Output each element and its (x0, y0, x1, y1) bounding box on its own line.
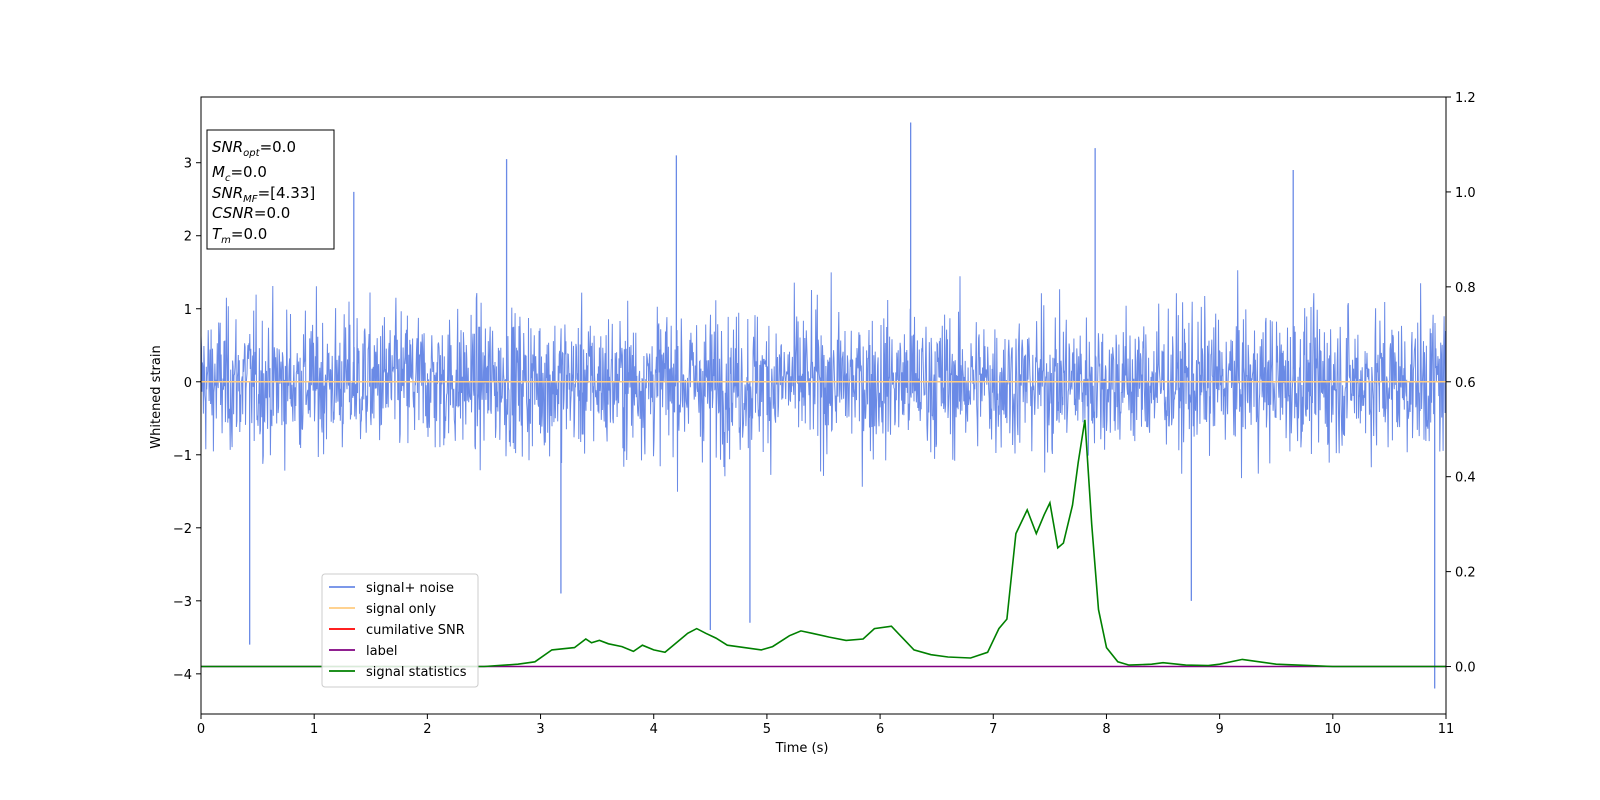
x-axis: 0 1 2 3 4 5 6 7 8 9 10 11 (197, 714, 1454, 737)
y-left-tick-label: 0 (184, 376, 192, 391)
x-tick-label: 7 (989, 722, 997, 737)
x-tick-label: 11 (1438, 722, 1455, 737)
y-axis-right: 1.2 1.0 0.8 0.6 0.4 0.2 0.0 (1446, 91, 1476, 676)
stat-snr-mf: SNRMF=[4.33] (212, 184, 315, 205)
x-tick-label: 5 (763, 722, 771, 737)
stat-csnr: CSNR=0.0 (212, 204, 290, 222)
stat-tm: Tm=0.0 (212, 225, 267, 246)
y-left-tick-label: −1 (173, 449, 192, 464)
y-left-tick-label: −3 (173, 595, 192, 610)
legend: signal+ noise signal only cumilative SNR la… (321, 573, 479, 688)
plot-frame (200, 96, 1447, 715)
y-right-tick-label: 0.6 (1455, 376, 1476, 391)
x-tick-label: 2 (423, 722, 431, 737)
y-right-tick-label: 0.8 (1455, 281, 1476, 296)
x-tick-label: 4 (650, 722, 658, 737)
legend-label: cumilative SNR (366, 623, 465, 638)
y-right-tick-label: 1.0 (1455, 186, 1476, 201)
series-signal-statistics-line (201, 419, 1446, 668)
legend-label: signal only (366, 602, 436, 617)
x-tick-label: 10 (1325, 722, 1342, 737)
x-tick-label: 9 (1215, 722, 1223, 737)
legend-frame (321, 573, 479, 688)
y-left-tick-label: −4 (173, 668, 192, 683)
x-tick-label: 0 (197, 722, 205, 737)
series-signal-noise-line (200, 270, 1447, 492)
stat-mc: Mc=0.0 (212, 163, 267, 184)
stat-snr-opt: SNRopt=0.0 (212, 138, 296, 159)
x-tick-label: 3 (536, 722, 544, 737)
x-tick-label: 8 (1102, 722, 1110, 737)
x-tick-label: 1 (310, 722, 318, 737)
legend-label: signal+ noise (366, 581, 454, 596)
legend-label: label (366, 644, 397, 659)
x-axis-label: Time (s) (775, 741, 829, 756)
y-right-tick-label: 0.2 (1455, 566, 1476, 581)
legend-label: signal statistics (366, 665, 467, 680)
y-left-tick-label: −2 (173, 522, 192, 537)
stats-box-frame (206, 129, 335, 250)
y-left-tick-label: 3 (184, 157, 192, 172)
x-tick-label: 6 (876, 722, 884, 737)
stats-box: SNRopt=0.0 Mc=0.0 SNRMF=[4.33] CSNR=0.0 … (206, 129, 335, 250)
y-axis-label: Whitened strain (149, 345, 164, 448)
plot-area (200, 122, 1447, 689)
y-axis-left: 3 2 1 0 −1 −2 −3 −4 (173, 157, 201, 683)
y-right-tick-label: 1.2 (1455, 91, 1476, 106)
y-right-tick-label: 0.0 (1455, 661, 1476, 676)
y-left-tick-label: 2 (184, 230, 192, 245)
y-right-tick-label: 0.4 (1455, 471, 1476, 486)
y-left-tick-label: 1 (184, 303, 192, 318)
